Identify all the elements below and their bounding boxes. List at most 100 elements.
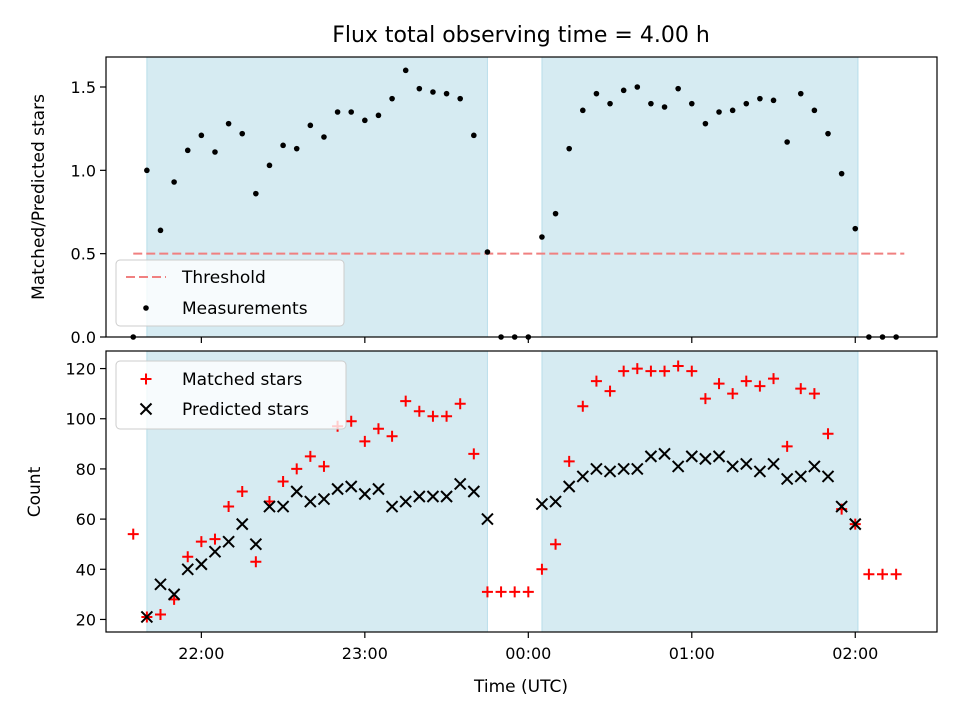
predicted-stars-point [413,490,426,503]
bottom-y-tick-label: 100 [65,410,96,429]
predicted-stars-point [358,487,372,501]
predicted-stars-point [317,492,331,506]
measurement-point [607,100,613,107]
measurement-point [757,95,763,102]
predicted-stars-point [562,480,576,493]
top-y-axis-label: Matched/Predicted stars [29,94,49,300]
matched-stars-point [413,405,425,417]
measurement-point [675,85,681,92]
matched-stars-point [536,563,548,575]
measurement-point [661,104,668,110]
matched-stars-point [672,360,684,372]
measurement-point [580,107,586,114]
matched-stars-point [768,373,780,385]
matched-stars-point [304,450,316,462]
measurement-point [484,249,491,255]
predicted-stars-point [644,450,658,463]
predicted-stars-legend-swatch [139,402,153,416]
matched-stars-point [890,568,902,580]
measurement-point [144,167,150,174]
matched-stars-point [495,586,507,598]
predicted-stars-point [426,490,440,503]
bottom-legend: Matched stars Predicted stars [115,360,347,430]
predicted-stars-point [740,457,753,471]
predicted-stars-point [835,500,848,513]
predicted-stars-point [794,470,807,483]
top-y-tick-label: 0.5 [71,245,96,264]
measurement-point [375,112,382,119]
matched-stars-point [577,400,589,412]
measurement-point [334,109,341,115]
predicted-stars-point [222,535,235,548]
matched-stars-point [713,378,725,390]
predicted-stars-point [603,465,617,478]
threshold-legend-label: Threshold [181,268,266,288]
matched-stars-point [481,586,493,598]
matched-stars-point [195,536,207,548]
predicted-stars-point [140,610,154,624]
matched-stars-point [454,398,466,410]
matched-stars-point [699,393,711,405]
measurement-point [770,97,777,104]
measurement-point [416,85,423,92]
matched-stars-point [618,365,630,377]
predicted-stars-point [399,495,412,508]
matched-stars-point [223,501,235,513]
matched-stars-point [345,415,357,427]
bottom-y-axis-label: Count [25,466,45,517]
predicted-stars-point [249,537,263,551]
measurement-point [253,190,259,197]
matched-stars-point [236,486,248,497]
bottom-y-tick-label: 80 [76,460,96,479]
top-y-tick-label: 0.0 [71,328,96,347]
matched-stars-point [427,410,439,422]
measurement-point [811,107,818,114]
predicted-stars-point [263,500,276,513]
measurement-point [838,170,845,177]
matched-stars-point [645,365,657,377]
predicted-stars-point [385,500,399,513]
predicted-stars-point [154,578,167,591]
measurement-point [280,142,286,149]
measurement-point [620,87,627,94]
x-tick-label: 02:00 [832,644,878,663]
predicted-stars-point [331,482,344,496]
predicted-stars-point [617,462,630,476]
matched-stars-legend-label: Matched stars [182,370,302,390]
predicted-stars-point [304,495,317,508]
bottom-plot: 20 40 60 80 100 120 22:00 23:00 00:00 01:00 02:00 M… [65,350,938,663]
measurements-legend-label: Measurements [182,299,308,319]
matched-stars-point [877,568,889,580]
measurement-point [852,225,859,232]
predicted-stars-point [549,495,562,508]
matched-stars-point [250,556,262,568]
predicted-stars-point [685,450,698,463]
predicted-stars-point [726,460,739,473]
matched-stars-point [604,385,616,397]
measurement-point [825,130,831,137]
predicted-stars-point [453,477,467,491]
predicted-stars-point [576,470,590,483]
predicted-stars-point [808,460,821,473]
measurement-point [430,89,436,95]
matched-stars-point [631,363,643,375]
matched-stars-point [291,463,303,475]
matched-stars-point [822,428,834,440]
predicted-stars-point [195,558,208,571]
predicted-stars-point [167,588,181,601]
predicted-stars-point [290,485,303,498]
predicted-stars-point [590,462,603,476]
matched-stars-legend-swatch [140,373,152,385]
matched-stars-point [740,375,752,387]
matched-stars-point [468,448,480,460]
matched-stars-point [754,380,766,392]
measurement-point [784,139,790,145]
matched-stars-point [863,568,875,580]
matched-stars-point [182,551,194,563]
measurement-point [184,147,191,154]
predicted-stars-point [712,450,726,463]
matched-stars-point [522,586,534,598]
predicted-stars-point [821,470,835,483]
measurement-point [797,90,804,97]
matched-stars-point [127,528,139,540]
